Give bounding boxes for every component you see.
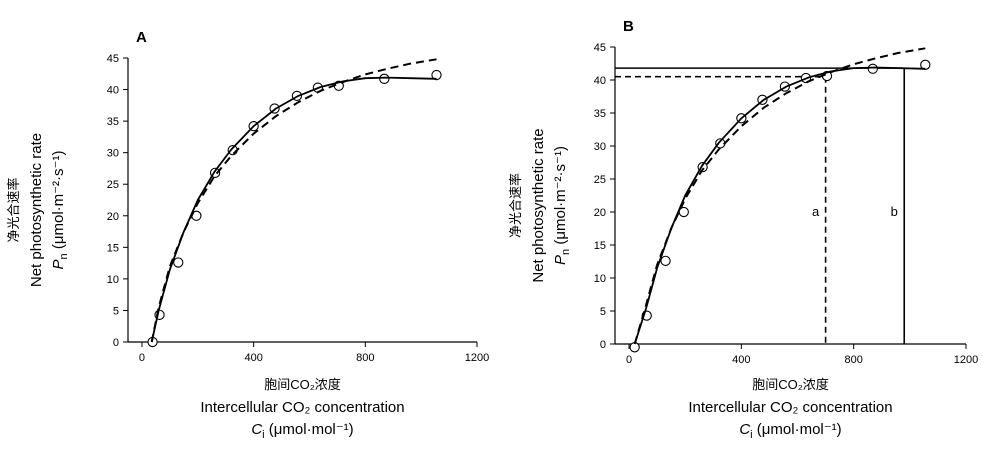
y-axis-label-symbol-subscript: n — [58, 253, 70, 259]
x-tick-label: 0 — [139, 352, 145, 364]
chart-panel-a: 0 5 10 15 20 25 30 35 40 45 0 400 800 1200 A 胞间CO₂浓度 Int… — [6, 29, 489, 441]
y-axis-label-symbol-symbol: P — [552, 255, 569, 265]
x-axis-label-en: Intercellular CO₂ concentration — [688, 399, 892, 416]
y-tick-label: 25 — [594, 174, 606, 186]
x-axis-label-symbol-subscript: i — [750, 429, 752, 441]
y-tick-label: 15 — [594, 240, 606, 252]
data-point — [920, 59, 931, 70]
y-tick-label: 5 — [113, 305, 119, 317]
x-tick-label: 800 — [356, 352, 374, 364]
x-axis-label-symbol: Ci (μmol·mol⁻¹) — [739, 421, 841, 441]
x-axis-label-symbol-subscript: i — [262, 429, 264, 441]
y-axis-label-symbol: Pn (μmol·m⁻²·s⁻¹) — [50, 151, 70, 270]
y-axis-label-symbol-subscript: n — [560, 249, 572, 255]
y-tick-label: 20 — [594, 207, 606, 219]
data-point — [379, 73, 390, 84]
y-axis-label-en: Net photosynthetic rate — [530, 128, 547, 282]
x-axis-label-cn: 胞间CO₂浓度 — [264, 377, 341, 392]
y-tick-label: 0 — [113, 337, 119, 349]
x-axis-label-symbol-symbol: C — [739, 421, 750, 438]
data-point — [867, 63, 878, 74]
data-point — [660, 255, 671, 266]
x-axis-label-symbol-unit: (μmol·mol⁻¹) — [753, 421, 842, 438]
y-axis-label-symbol-unit: (μmol·m⁻²·s⁻¹) — [552, 146, 569, 249]
x-tick-label: 0 — [626, 354, 632, 366]
y-tick-label: 30 — [107, 148, 119, 160]
x-tick-label: 400 — [732, 354, 750, 366]
y-axis-label-cn: 净光合速率 — [6, 177, 21, 242]
y-tick-label: 15 — [107, 242, 119, 254]
reference-label-b: b — [891, 204, 898, 219]
dashed-fit-curve — [633, 47, 926, 345]
x-axis-label-en: Intercellular CO₂ concentration — [200, 399, 404, 416]
x-axis-label-symbol-unit: (μmol·mol⁻¹) — [265, 421, 354, 438]
data-point — [678, 206, 689, 218]
data-point — [431, 69, 442, 81]
solid-fit-curve — [150, 76, 437, 343]
x-tick-label: 1200 — [465, 352, 489, 364]
y-axis-label-en: Net photosynthetic rate — [28, 133, 45, 287]
y-axis-label-symbol-unit: (μmol·m⁻²·s⁻¹) — [50, 151, 67, 254]
panel-label: B — [623, 18, 634, 35]
y-tick-label: 20 — [107, 211, 119, 223]
y-tick-label: 0 — [600, 339, 606, 351]
reference-label-a: a — [812, 204, 820, 219]
solid-fit-curve — [633, 66, 926, 345]
y-axis-label-cn: 净光合速率 — [508, 173, 523, 238]
y-tick-label: 10 — [594, 273, 606, 285]
x-tick-label: 1200 — [954, 354, 978, 366]
x-axis-label-symbol: Ci (μmol·mol⁻¹) — [251, 421, 353, 441]
panel-label: A — [136, 29, 147, 46]
chart-panel-b: 0 5 10 15 20 25 30 35 40 45 0 400 800 1200 B 胞间CO₂浓度 Int… — [508, 18, 978, 441]
data-point — [173, 257, 184, 268]
y-axis-label-symbol: Pn (μmol·m⁻²·s⁻¹) — [552, 146, 572, 265]
x-tick-label: 800 — [845, 354, 863, 366]
y-axis-label-symbol-symbol: P — [50, 259, 67, 269]
y-tick-label: 45 — [107, 53, 119, 65]
y-tick-label: 25 — [107, 179, 119, 191]
y-tick-label: 40 — [107, 85, 119, 97]
x-axis-label-symbol-symbol: C — [251, 421, 262, 438]
data-point — [629, 342, 640, 353]
y-tick-label: 35 — [107, 116, 119, 128]
y-tick-label: 45 — [594, 42, 606, 54]
y-tick-label: 10 — [107, 274, 119, 286]
x-tick-label: 400 — [244, 352, 262, 364]
y-tick-label: 35 — [594, 108, 606, 120]
y-tick-label: 30 — [594, 141, 606, 153]
y-tick-label: 40 — [594, 75, 606, 87]
x-axis-label-cn: 胞间CO₂浓度 — [752, 377, 829, 392]
y-tick-label: 5 — [600, 306, 606, 318]
dashed-fit-curve — [150, 58, 437, 343]
